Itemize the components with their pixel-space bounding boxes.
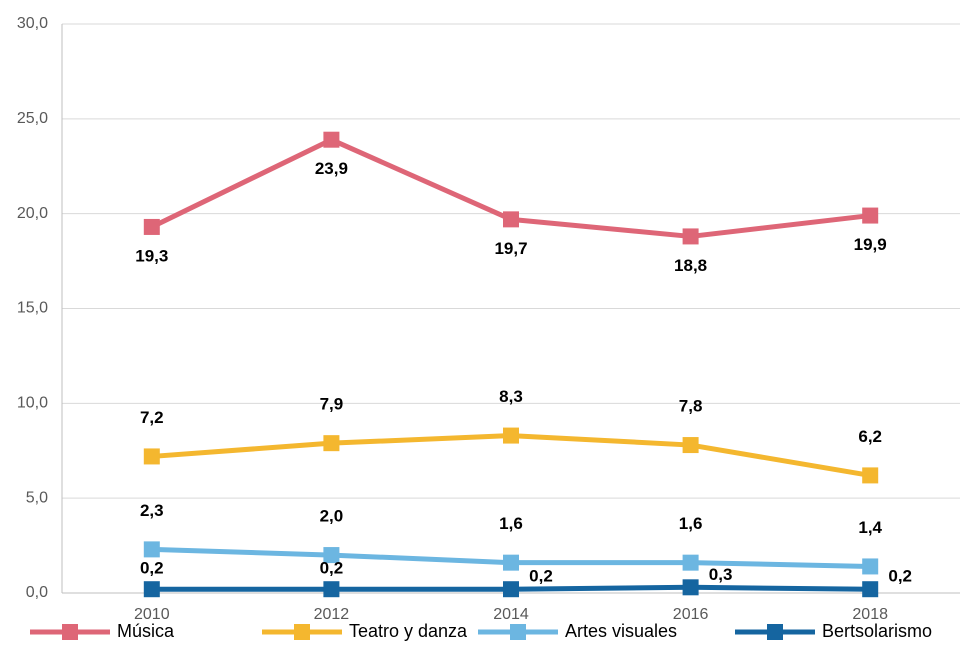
x-tick-label: 2018 [852, 606, 888, 623]
marker [503, 211, 519, 228]
value-label: 19,3 [135, 246, 168, 265]
value-label: 8,3 [499, 387, 523, 406]
marker [143, 581, 160, 598]
marker [862, 558, 879, 575]
y-tick-label: 0,0 [26, 584, 48, 601]
x-tick-label: 2016 [673, 606, 709, 623]
x-tick-label: 2010 [134, 606, 170, 623]
marker [503, 554, 519, 571]
legend-marker [510, 624, 526, 640]
x-tick-label: 2014 [493, 606, 529, 623]
value-label: 7,2 [140, 408, 164, 427]
value-label: 2,0 [320, 507, 344, 526]
value-label: 7,9 [320, 395, 344, 414]
value-label: 23,9 [315, 159, 348, 178]
legend-marker [294, 624, 310, 640]
value-label: 0,2 [888, 567, 912, 586]
marker [323, 131, 340, 148]
x-tick-label: 2012 [314, 606, 350, 623]
y-tick-label: 30,0 [17, 15, 48, 32]
legend-label: Música [117, 621, 175, 641]
marker [682, 228, 699, 245]
marker [323, 435, 340, 452]
value-label: 0,2 [140, 559, 164, 578]
value-label: 0,2 [529, 567, 553, 586]
y-tick-label: 20,0 [17, 205, 48, 222]
marker [143, 448, 160, 465]
marker [143, 541, 160, 558]
value-label: 1,6 [499, 514, 523, 533]
value-label: 0,3 [709, 565, 733, 584]
marker [323, 581, 340, 598]
legend-marker [62, 624, 78, 640]
legend-label: Teatro y danza [349, 621, 468, 641]
value-label: 6,2 [858, 427, 882, 446]
value-label: 1,4 [858, 518, 882, 537]
marker [682, 579, 699, 596]
marker [682, 554, 699, 571]
marker [503, 427, 519, 444]
y-tick-label: 15,0 [17, 300, 48, 317]
value-label: 2,3 [140, 501, 164, 520]
value-label: 7,8 [679, 397, 703, 416]
legend-label: Bertsolarismo [822, 621, 932, 641]
marker [323, 547, 340, 564]
legend-label: Artes visuales [565, 621, 677, 641]
marker [862, 467, 879, 484]
value-label: 1,6 [679, 514, 703, 533]
marker [862, 581, 879, 598]
marker [682, 437, 699, 454]
y-tick-label: 10,0 [17, 395, 48, 412]
y-tick-label: 25,0 [17, 110, 48, 127]
y-tick-label: 5,0 [26, 489, 48, 506]
legend-marker [767, 624, 783, 640]
marker [143, 218, 160, 235]
value-label: 19,7 [494, 239, 527, 258]
value-label: 0,2 [320, 559, 344, 578]
value-label: 18,8 [674, 256, 707, 275]
marker [503, 581, 519, 598]
marker [862, 207, 879, 224]
value-label: 19,9 [854, 235, 887, 254]
